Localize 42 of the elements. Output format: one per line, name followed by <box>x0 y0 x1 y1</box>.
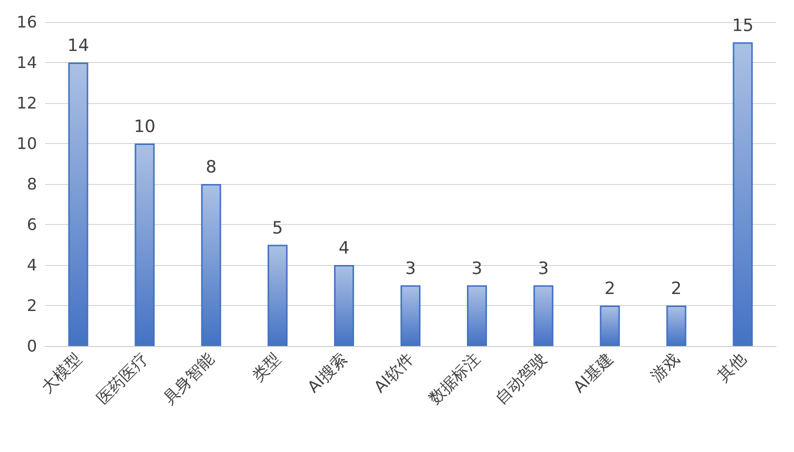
y-tick-label: 6 <box>26 215 37 234</box>
bar <box>600 306 620 346</box>
bar <box>466 285 487 346</box>
x-tick-label: 游戏 <box>646 349 684 386</box>
bar <box>201 184 222 346</box>
bar <box>268 244 288 346</box>
x-tick-label: AI基建 <box>569 349 617 396</box>
bar <box>334 265 354 346</box>
bar <box>134 144 155 346</box>
data-label: 3 <box>472 258 482 279</box>
x-tick-label: 其他 <box>713 349 750 386</box>
y-tick-label: 10 <box>16 134 37 153</box>
x-tick-label: 自动驾驶 <box>491 349 550 408</box>
bar <box>666 306 686 346</box>
data-label: 4 <box>338 238 350 258</box>
y-tick-label: 0 <box>26 336 37 356</box>
x-tick-label: AI搜索 <box>304 349 351 396</box>
bar <box>68 62 88 346</box>
data-label: 5 <box>272 218 284 238</box>
x-tick-label: 具身智能 <box>159 349 218 408</box>
x-tick-label: 医药医疗 <box>92 349 152 408</box>
bar <box>400 285 420 346</box>
bar <box>732 42 753 346</box>
x-tick-label: 类型 <box>248 349 284 386</box>
bar <box>533 285 554 346</box>
data-label: 3 <box>405 258 416 279</box>
data-label: 8 <box>206 158 217 178</box>
y-tick-label: 14 <box>16 53 37 72</box>
data-label: 10 <box>134 117 156 137</box>
x-tick-label: 数据标注 <box>424 349 484 408</box>
y-tick-label: 8 <box>26 174 37 194</box>
data-label: 14 <box>67 36 90 56</box>
y-tick-label: 4 <box>26 256 37 274</box>
y-tick-label: 16 <box>16 12 37 32</box>
x-tick-label: AI软件 <box>370 349 418 396</box>
y-tick-label: 12 <box>16 94 37 112</box>
y-tick-label: 2 <box>26 296 37 315</box>
data-label: 3 <box>538 258 549 279</box>
data-label: 15 <box>732 16 754 36</box>
data-label: 2 <box>604 279 616 299</box>
x-tick-label: 大模型 <box>38 349 85 397</box>
data-label: 2 <box>670 279 682 299</box>
